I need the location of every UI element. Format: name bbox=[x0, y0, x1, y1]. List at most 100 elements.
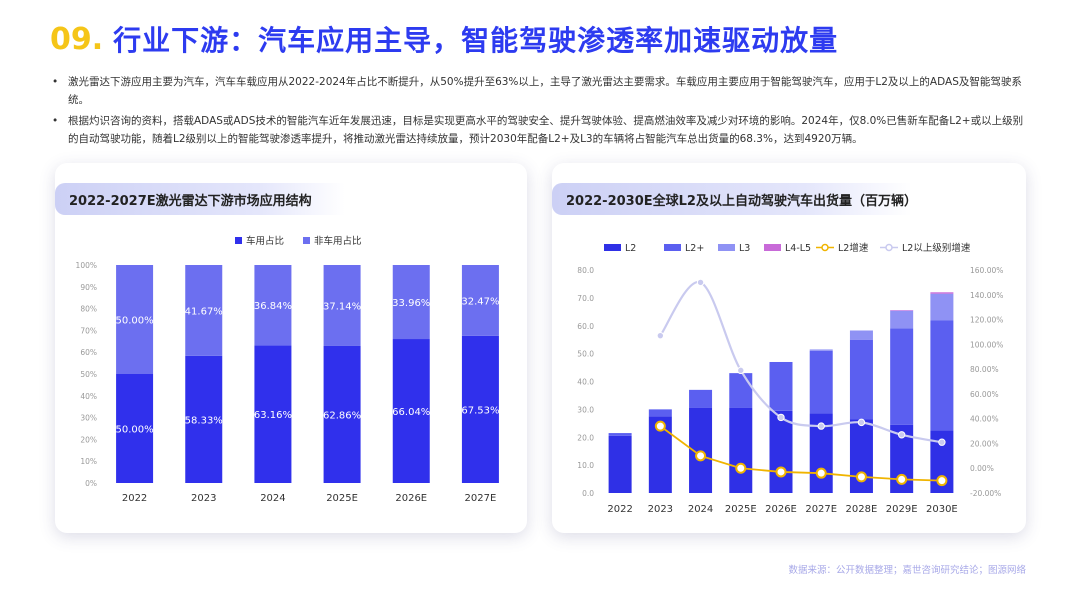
y-tick-label: 90% bbox=[80, 283, 97, 292]
y-tick-label: 60% bbox=[80, 348, 97, 357]
data-label: 36.84% bbox=[254, 301, 292, 312]
y-tick-label: 60.0 bbox=[577, 322, 594, 331]
x-tick-label: 2027E bbox=[465, 493, 497, 504]
bar-segment bbox=[648, 409, 672, 417]
bullet-text: 根据灼识咨询的资料，搭载ADAS或ADS技术的智能汽车近年发展迅速，目标是实现更… bbox=[68, 115, 1024, 145]
bar-segment bbox=[890, 424, 914, 493]
x-tick-label: 2026E bbox=[765, 504, 797, 515]
growth-point bbox=[936, 475, 948, 487]
bar-segment bbox=[185, 265, 223, 356]
legend-swatch bbox=[764, 244, 781, 251]
bar-segment bbox=[608, 433, 632, 436]
legend-swatch bbox=[235, 237, 242, 244]
growth-point bbox=[857, 418, 866, 427]
y2-tick-label: 80.00% bbox=[970, 365, 999, 374]
x-tick-label: 2023 bbox=[648, 504, 673, 515]
legend-label: 非车用占比 bbox=[314, 235, 362, 247]
bar-segment bbox=[254, 265, 292, 346]
y-tick-label: 80.0 bbox=[577, 266, 594, 275]
growth-point bbox=[696, 278, 705, 287]
y2-tick-label: -20.00% bbox=[970, 489, 1001, 498]
legend-label: L2+ bbox=[685, 243, 704, 254]
growth-point bbox=[737, 366, 745, 375]
data-label: 62.86% bbox=[323, 410, 361, 421]
bullet-item: • 激光雷达下游应用主要为汽车，汽车车载应用从2022-2024年占比不断提升，… bbox=[52, 74, 1032, 109]
data-source: 数据来源：公开数据整理；嘉世咨询研究结论；图源网络 bbox=[788, 565, 1026, 576]
data-label: 33.96% bbox=[392, 298, 430, 309]
growth-point bbox=[777, 413, 785, 422]
y-tick-label: 70.0 bbox=[577, 294, 594, 303]
page-title-row: 09. 行业下游：汽车应用主导，智能驾驶渗透率加速驱动放量 bbox=[50, 16, 838, 62]
bar-segment bbox=[689, 389, 713, 408]
bar-segment bbox=[809, 349, 833, 351]
x-tick-label: 2024 bbox=[260, 493, 285, 504]
growth-point bbox=[735, 462, 747, 474]
y2-tick-label: 120.00% bbox=[970, 316, 1003, 325]
autonomous-shipment-chart: L2 L2+ L3 L4-L5 L2增速 L2以上级别增速 0.0 10.0 20.0 30.0 4… bbox=[577, 242, 1003, 515]
autonomous-shipment-chart-card: 2022-2030E全球L2及以上自动驾驶汽车出货量（百万辆） L2 L2+ L3 L… bbox=[552, 163, 1026, 533]
y-tick-label: 10.0 bbox=[577, 461, 594, 470]
bar-segment bbox=[648, 416, 672, 493]
growth-point bbox=[855, 471, 867, 483]
y2-tick-label: 20.00% bbox=[970, 439, 999, 448]
y-tick-label: 0.0 bbox=[582, 489, 594, 498]
legend-label: 车用占比 bbox=[246, 235, 284, 247]
bar-segment bbox=[769, 361, 793, 411]
legend-swatch bbox=[303, 237, 310, 244]
x-tick-label: 2029E bbox=[886, 504, 918, 515]
bar-segment bbox=[729, 373, 753, 408]
legend-label: L2增速 bbox=[838, 242, 869, 254]
bar-segment bbox=[116, 265, 154, 374]
bar-segment bbox=[849, 339, 873, 420]
x-tick-label: 2027E bbox=[805, 504, 837, 515]
bar-segment bbox=[608, 435, 632, 493]
legend-marker bbox=[821, 243, 829, 252]
x-tick-label: 2023 bbox=[191, 493, 216, 504]
bar-segment bbox=[185, 355, 223, 483]
data-label: 50.00% bbox=[116, 316, 154, 327]
bar-segment bbox=[809, 350, 833, 414]
growth-point bbox=[938, 438, 946, 446]
page-title: 行业下游：汽车应用主导，智能驾驶渗透率加速驱动放量 bbox=[113, 24, 839, 57]
data-label: 41.67% bbox=[185, 306, 223, 317]
bullet-text: 激光雷达下游应用主要为汽车，汽车车载应用从2022-2024年占比不断提升，从5… bbox=[68, 76, 1022, 106]
y2-tick-label: 140.00% bbox=[970, 291, 1003, 300]
section-number: 09. bbox=[50, 21, 104, 57]
growth-point bbox=[815, 467, 827, 479]
bar-segment bbox=[392, 265, 430, 340]
y-tick-label: 40% bbox=[80, 392, 97, 401]
bar-segment bbox=[890, 310, 914, 329]
bar-segment bbox=[323, 345, 361, 483]
legend-label: L2以上级别增速 bbox=[902, 242, 971, 254]
y-tick-label: 40.0 bbox=[577, 378, 594, 387]
bar-segment bbox=[930, 292, 954, 294]
bar-segment bbox=[461, 265, 499, 336]
data-label: 67.53% bbox=[461, 405, 499, 416]
bar-segment bbox=[461, 335, 499, 483]
data-label: 50.00% bbox=[116, 425, 154, 436]
data-label: 66.04% bbox=[392, 407, 430, 418]
y2-tick-label: 40.00% bbox=[970, 415, 999, 424]
x-tick-label: 2024 bbox=[688, 504, 713, 515]
x-tick-label: 2030E bbox=[926, 504, 958, 515]
x-tick-label: 2026E bbox=[395, 493, 427, 504]
growth-point bbox=[775, 466, 787, 478]
x-tick-label: 2022 bbox=[122, 493, 147, 504]
data-label: 63.16% bbox=[254, 410, 292, 421]
y2-tick-label: 60.00% bbox=[970, 390, 999, 399]
y-tick-label: 0% bbox=[85, 479, 97, 488]
bar-segment bbox=[392, 339, 430, 483]
y-tick-label: 50% bbox=[80, 370, 97, 379]
growth-line bbox=[659, 425, 942, 482]
y-tick-label: 20.0 bbox=[577, 433, 594, 442]
growth-point bbox=[656, 331, 665, 340]
lidar-application-chart: 车用占比 非车用占比 0% 10% 20% 30% 40% 50% 60% 70% 80% 90% 10… bbox=[76, 235, 500, 504]
bullet-dot-icon: • bbox=[52, 76, 59, 88]
growth-point bbox=[817, 422, 825, 430]
bullet-dot-icon: • bbox=[52, 115, 59, 127]
bar-segment bbox=[254, 345, 292, 483]
x-tick-label: 2025E bbox=[326, 493, 358, 504]
bar-segment bbox=[849, 330, 873, 340]
legend-swatch bbox=[718, 244, 735, 251]
legend-marker bbox=[885, 243, 893, 252]
